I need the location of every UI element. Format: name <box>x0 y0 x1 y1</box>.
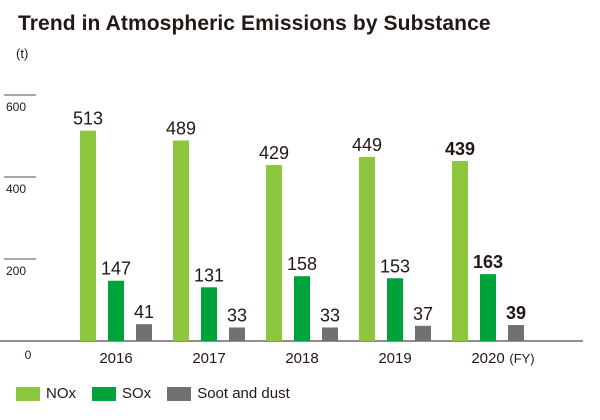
bar-nox <box>452 161 468 341</box>
x-tick-label: 2016 <box>99 350 132 367</box>
x-tick-label: 2020 <box>471 350 504 367</box>
data-label: 489 <box>166 119 196 139</box>
legend-item: NOx <box>16 385 76 402</box>
bar-sox <box>387 278 403 341</box>
data-label: 41 <box>134 302 154 322</box>
legend-swatch <box>16 386 40 401</box>
data-label: 513 <box>73 109 103 129</box>
data-label: 153 <box>380 256 410 276</box>
legend-item: SOx <box>92 385 151 402</box>
bar-soot-and-dust <box>229 327 245 341</box>
data-label: 33 <box>227 305 247 325</box>
data-label: 131 <box>194 265 224 285</box>
bar-chart: 0200400600513147412016489131332017429158… <box>0 94 583 367</box>
bar-nox <box>359 156 375 341</box>
bar-sox <box>108 280 124 341</box>
data-label: 449 <box>352 135 382 155</box>
data-label: 429 <box>259 143 289 163</box>
y-axis-unit-label: (t) <box>16 46 29 61</box>
chart-legend: NOx SOx Soot and dust <box>16 385 306 402</box>
bar-sox <box>480 274 496 341</box>
y-tick-label: 200 <box>6 264 26 278</box>
x-tick-label: 2018 <box>285 350 318 367</box>
bar-soot-and-dust <box>136 324 152 341</box>
bar-nox <box>173 140 189 341</box>
bar-soot-and-dust <box>508 325 524 341</box>
bar-soot-and-dust <box>415 325 431 341</box>
data-label: 37 <box>413 304 433 324</box>
y-tick-label: 400 <box>6 182 26 196</box>
bar-sox <box>201 287 217 341</box>
legend-swatch <box>92 386 116 401</box>
y-tick-label: 0 <box>25 348 32 362</box>
data-label: 439 <box>445 139 475 159</box>
data-label: 39 <box>506 303 526 323</box>
data-label: 147 <box>101 259 131 279</box>
data-label: 158 <box>287 254 317 274</box>
x-axis-label: (FY) <box>509 351 534 366</box>
bar-sox <box>294 276 310 341</box>
legend-label: NOx <box>46 385 76 402</box>
bar-soot-and-dust <box>322 327 338 341</box>
x-tick-label: 2019 <box>378 350 411 367</box>
chart-title: Trend in Atmospheric Emissions by Substa… <box>18 12 491 35</box>
bar-nox <box>266 165 282 341</box>
legend-item: Soot and dust <box>167 385 290 402</box>
y-tick-label: 600 <box>6 100 26 114</box>
data-label: 33 <box>320 305 340 325</box>
bar-nox <box>80 130 96 341</box>
x-tick-label: 2017 <box>192 350 225 367</box>
legend-label: Soot and dust <box>197 385 290 402</box>
legend-swatch <box>167 386 192 401</box>
legend-label: SOx <box>122 385 152 402</box>
data-label: 163 <box>473 252 503 272</box>
